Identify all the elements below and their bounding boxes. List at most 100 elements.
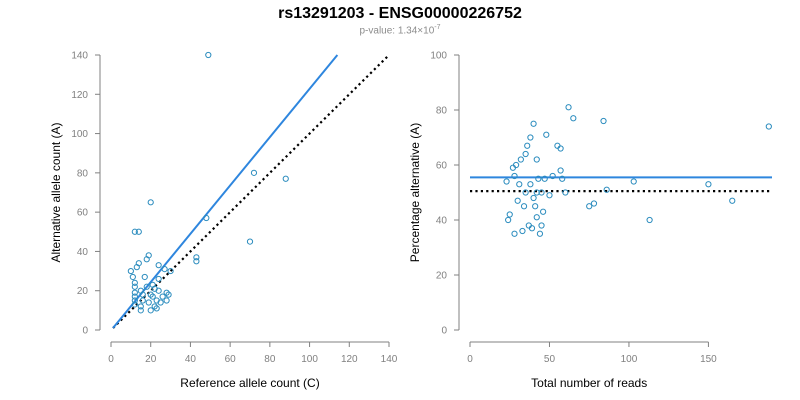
data-point [163, 289, 170, 296]
data-point [729, 197, 736, 204]
data-point [135, 260, 142, 267]
x-tick-label: 100 [301, 354, 318, 365]
data-point [590, 200, 598, 207]
data-point [250, 169, 258, 176]
x-axis-label: Total number of reads [531, 376, 647, 390]
data-point [137, 303, 144, 310]
data-point [131, 279, 138, 286]
y-tick-label: 140 [71, 51, 88, 62]
y-tick-label: 80 [436, 106, 448, 117]
data-point [538, 189, 545, 196]
data-point [161, 266, 168, 273]
data-point [524, 142, 531, 149]
data-point [586, 203, 593, 210]
x-tick-label: 80 [264, 354, 276, 365]
data-point [600, 117, 607, 125]
data-point [532, 203, 539, 210]
data-point [145, 299, 152, 306]
data-point [155, 275, 162, 283]
data-point [157, 299, 164, 306]
data-point [155, 287, 162, 294]
data-point [765, 123, 772, 130]
y-tick-label: 60 [77, 208, 89, 219]
data-point [522, 150, 529, 158]
data-point [705, 181, 712, 188]
y-tick-label: 20 [436, 271, 448, 282]
data-point [565, 104, 572, 111]
data-point [503, 178, 510, 185]
data-point [203, 214, 210, 222]
y-tick-label: 80 [77, 168, 89, 179]
fit-line [112, 54, 339, 329]
data-point [528, 225, 536, 232]
data-point [527, 134, 534, 141]
data-point [147, 199, 154, 206]
data-point [282, 175, 289, 182]
data-point [193, 258, 200, 265]
data-point [540, 208, 547, 215]
data-point [559, 175, 566, 182]
data-point [549, 172, 556, 180]
y-tick-label: 120 [71, 90, 88, 101]
x-tick-label: 40 [185, 354, 197, 365]
data-point [149, 293, 156, 300]
y-tick-label: 0 [82, 326, 88, 337]
data-point [131, 297, 138, 304]
x-axis-label: Reference allele count (C) [180, 376, 319, 390]
data-point [517, 156, 524, 163]
y-tick-label: 100 [71, 129, 88, 140]
data-point [151, 303, 158, 310]
data-point [520, 203, 528, 210]
data-point [603, 186, 610, 193]
x-tick-label: 60 [225, 354, 237, 365]
data-point [530, 120, 537, 127]
data-point [522, 189, 529, 196]
data-point [527, 181, 534, 188]
data-point [131, 283, 138, 290]
data-point [145, 252, 152, 259]
x-tick-label: 20 [145, 354, 157, 365]
data-point [131, 228, 138, 235]
data-point [541, 175, 548, 182]
x-tick-label: 100 [621, 354, 638, 365]
y-tick-label: 40 [436, 216, 448, 227]
data-point [153, 305, 160, 312]
data-point [131, 293, 138, 300]
data-point [147, 291, 154, 298]
y-axis-label: Alternative allele count (A) [49, 122, 63, 262]
y-tick-label: 60 [436, 161, 448, 172]
data-point [533, 214, 540, 221]
data-point [205, 51, 212, 59]
y-tick-label: 20 [77, 286, 89, 297]
data-point [511, 230, 518, 237]
data-point [167, 267, 174, 275]
data-point [557, 145, 564, 152]
data-point [543, 131, 550, 138]
data-point [557, 167, 564, 174]
data-point [570, 115, 577, 122]
x-tick-label: 50 [544, 354, 556, 365]
data-point [131, 301, 138, 308]
x-tick-label: 120 [341, 354, 358, 365]
x-tick-label: 150 [700, 354, 717, 365]
data-point [511, 172, 518, 180]
data-point [129, 273, 136, 281]
data-point [646, 216, 653, 224]
data-point [512, 161, 520, 169]
data-point [630, 178, 637, 185]
y-tick-label: 40 [77, 247, 89, 258]
data-point [246, 238, 254, 245]
data-point [546, 192, 553, 199]
data-point [155, 262, 162, 269]
data-point [143, 283, 150, 290]
data-point [147, 307, 154, 314]
y-tick-label: 100 [430, 51, 447, 62]
data-point [514, 197, 521, 204]
left-panel-allele-counts: 0 20 40 60 80 100 120 140 0 20 40 60 80 100 120 140 Refe… [49, 51, 398, 391]
data-point [141, 273, 148, 281]
data-point [535, 175, 542, 182]
data-point [505, 216, 512, 224]
p-value-exponent: -7 [434, 24, 441, 31]
data-point [135, 228, 142, 235]
data-point [131, 289, 138, 296]
